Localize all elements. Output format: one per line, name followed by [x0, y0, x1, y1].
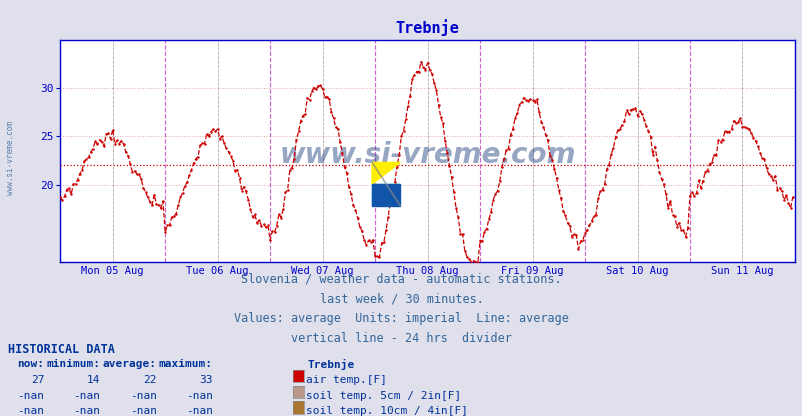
Text: now:: now:	[17, 359, 44, 369]
Polygon shape	[371, 162, 400, 184]
Text: -nan: -nan	[73, 406, 100, 416]
Text: -nan: -nan	[185, 406, 213, 416]
Text: Slovenia / weather data - automatic stations.: Slovenia / weather data - automatic stat…	[241, 272, 561, 285]
Polygon shape	[371, 184, 400, 206]
Text: 22: 22	[143, 375, 156, 385]
Text: -nan: -nan	[73, 391, 100, 401]
Text: 14: 14	[87, 375, 100, 385]
Polygon shape	[371, 162, 400, 206]
Text: minimum:: minimum:	[47, 359, 100, 369]
Text: -nan: -nan	[185, 391, 213, 401]
Text: average:: average:	[103, 359, 156, 369]
Text: -nan: -nan	[129, 391, 156, 401]
Text: vertical line - 24 hrs  divider: vertical line - 24 hrs divider	[290, 332, 512, 345]
Text: HISTORICAL DATA: HISTORICAL DATA	[8, 343, 115, 356]
Text: Trebnje: Trebnje	[307, 359, 354, 370]
Text: last week / 30 minutes.: last week / 30 minutes.	[319, 292, 483, 305]
Text: maximum:: maximum:	[159, 359, 213, 369]
Text: 33: 33	[199, 375, 213, 385]
Text: www.si-vreme.com: www.si-vreme.com	[6, 121, 15, 195]
Text: soil temp. 10cm / 4in[F]: soil temp. 10cm / 4in[F]	[306, 406, 468, 416]
Text: soil temp. 5cm / 2in[F]: soil temp. 5cm / 2in[F]	[306, 391, 460, 401]
Text: -nan: -nan	[17, 406, 44, 416]
Text: Values: average  Units: imperial  Line: average: Values: average Units: imperial Line: av…	[233, 312, 569, 325]
Text: www.si-vreme.com: www.si-vreme.com	[279, 141, 575, 169]
Text: -nan: -nan	[129, 406, 156, 416]
Polygon shape	[371, 184, 400, 206]
Text: -nan: -nan	[17, 391, 44, 401]
Text: air temp.[F]: air temp.[F]	[306, 375, 387, 385]
Title: Trebnje: Trebnje	[395, 19, 459, 36]
Text: 27: 27	[30, 375, 44, 385]
